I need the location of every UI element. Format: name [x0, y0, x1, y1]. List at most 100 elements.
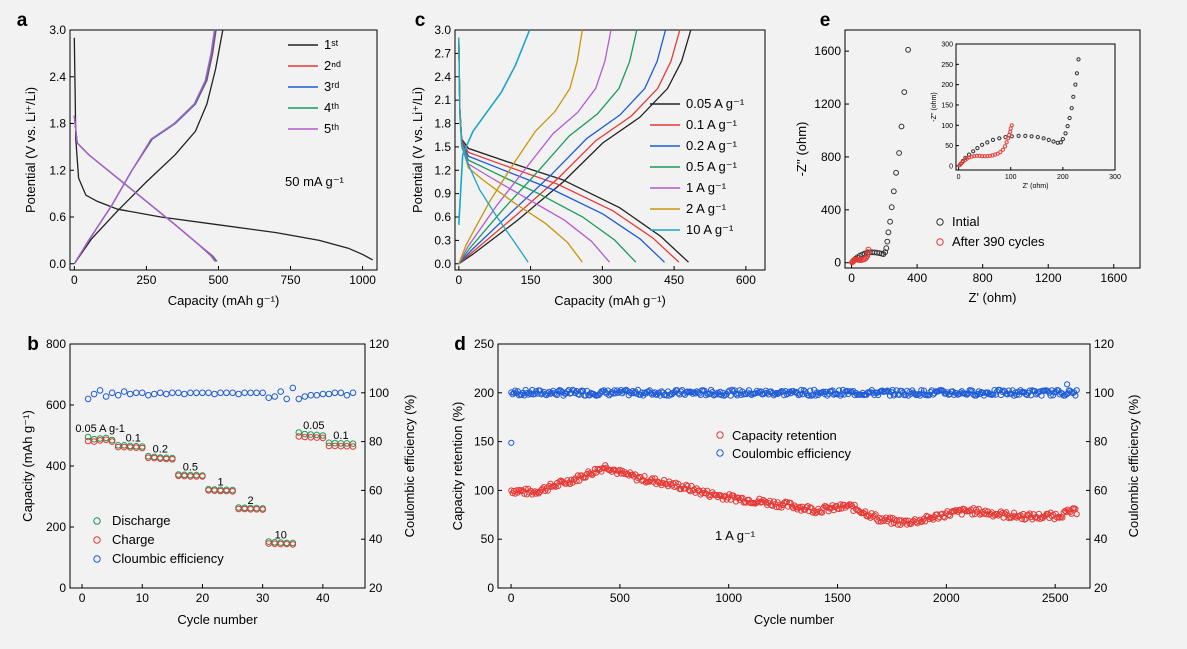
panel-e-inset-ylabel: -Z'' (ohm) [931, 92, 938, 122]
panel-e-inset-xtick-label: 0 [957, 174, 961, 181]
panel-e-inset-ytick-label: 200 [941, 82, 953, 89]
panel-b-rate-label: 0.2 [153, 443, 168, 455]
panel-d-point-efficiency [555, 388, 562, 395]
panel-b-point-discharge [313, 431, 321, 439]
panel-b-xtick-label: 20 [196, 591, 210, 605]
panel-d-point-retention [671, 483, 678, 490]
panel-e-inset-point-initial [1076, 57, 1081, 62]
panel-d-point-retention [573, 478, 580, 485]
panel-e-inset-point-initial [1071, 94, 1076, 99]
panel-e-point-initial [905, 46, 911, 53]
panel-d-point-efficiency [557, 387, 565, 394]
panel-c-legend-label: 10 A g⁻¹ [686, 222, 734, 237]
panel-d-point-retention [969, 511, 976, 518]
panel-b-point-charge [229, 488, 236, 495]
panel-d-ytick-right-label: 80 [1094, 435, 1108, 449]
panel-b-point-discharge [295, 429, 303, 436]
panel-d-point-retention [886, 514, 894, 521]
panel-c-xtick-label: 300 [592, 273, 612, 287]
panel-b-point-efficiency [247, 389, 254, 397]
panel-e-label: e [820, 10, 831, 31]
panel-e-inset-point-initial [1046, 137, 1051, 142]
panel-d-point-efficiency [544, 390, 551, 397]
panel-e-inset-point-after [1000, 147, 1006, 152]
panel-d-point-efficiency [630, 390, 638, 397]
panel-d-ytick-right-label: 100 [1094, 386, 1114, 400]
panel-e-inset-point-after [980, 154, 985, 159]
panel-d-ytick-right-label: 40 [1094, 532, 1108, 546]
panel-e-ytick-label: 1600 [814, 44, 841, 58]
panel-e-inset-point-after [977, 153, 982, 158]
panel-b-legend-marker [93, 517, 101, 525]
panel-b-point-efficiency [169, 389, 176, 397]
panel-b-point-efficiency [126, 390, 134, 398]
panel-d-point-efficiency [553, 391, 561, 399]
panel-b-ytick-label: 400 [46, 459, 66, 473]
panel-d-ytick-label: 250 [474, 337, 494, 351]
panel-e-inset-point-initial [1063, 131, 1068, 136]
panel-b-point-efficiency [217, 389, 224, 397]
panel-b-point-charge [108, 438, 116, 445]
panel-a-label: a [17, 10, 28, 31]
panel-e-inset-point-initial [1058, 140, 1063, 145]
panel-b-ylabel: Capacity (mAh g⁻¹) [20, 410, 35, 522]
panel-d-point-retention [926, 515, 933, 523]
panel-d-point-efficiency [727, 392, 734, 399]
panel-e-point-initial [883, 245, 890, 252]
panel-d-point-retention [1026, 510, 1033, 517]
panel-d-point-retention [1073, 511, 1080, 518]
panel-d-point-retention [1056, 514, 1063, 521]
panel-e-xtick-label: 800 [973, 271, 993, 285]
panel-c-legend-label: 0.1 A g⁻¹ [686, 117, 738, 132]
panel-a-ytick-label: 0.6 [49, 210, 66, 224]
panel-d-point-retention [556, 478, 563, 485]
panel-a-series-discharge [73, 115, 217, 262]
panel-e-inset-point-initial [997, 136, 1002, 141]
panel-b-point-efficiency [157, 389, 164, 397]
panel-b-rate-label: 0.1 [333, 430, 348, 442]
panel-d-xtick-label: 500 [610, 591, 630, 605]
panel-d-point-retention [777, 501, 784, 508]
panel-b-point-efficiency [132, 389, 140, 397]
panel-d-point-efficiency-first [508, 439, 515, 446]
panel-c-ytick-label: 0.6 [434, 210, 451, 224]
panel-d-point-retention [902, 517, 909, 524]
panel-c-legend-label: 0.5 A g⁻¹ [686, 159, 738, 174]
panel-d-point-retention [641, 473, 648, 480]
panel-b-point-efficiency [265, 394, 273, 402]
panel-e-point-initial [884, 238, 891, 245]
panel-b-point-discharge [349, 440, 357, 448]
panel-b-point-discharge [84, 433, 92, 441]
panel-d-point-retention [851, 501, 858, 508]
panel-d-point-retention [876, 515, 883, 522]
panel-e-inset-point-initial [1069, 106, 1074, 111]
panel-d-xtick-label: 1000 [715, 591, 742, 605]
panel-e-inset-point-after [985, 154, 990, 159]
panel-b-point-efficiency [187, 389, 194, 397]
panel-b-point-charge [289, 541, 297, 548]
panel-d-point-efficiency [1004, 391, 1011, 398]
panel-e-inset-point-after [998, 150, 1003, 155]
panel-a-xtick-label: 500 [208, 273, 228, 287]
panel-b-point-efficiency [229, 389, 236, 397]
panel-e-point-initial [876, 250, 883, 257]
panel-e-inset-point-initial [1074, 71, 1080, 76]
panel-e-point-initial [888, 204, 895, 211]
panel-b-xtick-label: 10 [136, 591, 150, 605]
panel-b-point-efficiency [325, 390, 333, 398]
panel-c-ytick-label: 0.0 [434, 257, 451, 271]
panel-e-inset-point-after [969, 154, 974, 159]
panel-d-point-retention [612, 467, 619, 474]
panel-b-point-discharge [319, 432, 327, 439]
panel-d-xtick-label: 0 [508, 591, 515, 605]
panel-b-point-charge [283, 540, 291, 548]
panel-c-legend-label: 0.2 A g⁻¹ [686, 138, 738, 153]
panel-b-point-efficiency [108, 389, 116, 397]
panel-e-inset-point-after [1009, 123, 1014, 128]
panel-b-point-efficiency [259, 389, 267, 397]
panel-d-xtick-label: 2000 [933, 591, 960, 605]
panel-c-series-discharge [458, 37, 529, 263]
panel-b-point-discharge [343, 440, 351, 447]
panel-c-series-discharge [458, 37, 637, 263]
panel-b-legend-label: Charge [112, 532, 155, 547]
